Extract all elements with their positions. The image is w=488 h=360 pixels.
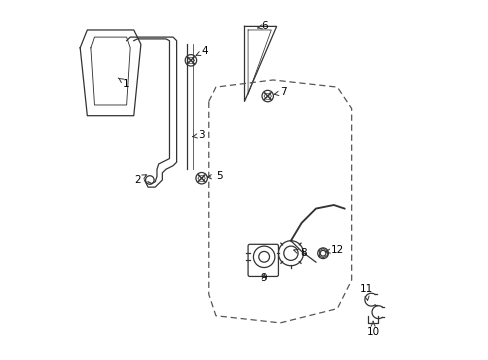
Text: 1: 1: [118, 78, 130, 89]
Text: 12: 12: [325, 245, 343, 255]
Text: 2: 2: [134, 175, 146, 185]
Text: 5: 5: [207, 171, 223, 181]
Text: 7: 7: [274, 87, 286, 98]
Text: 4: 4: [196, 46, 208, 57]
Text: 11: 11: [359, 284, 372, 300]
Text: 10: 10: [366, 321, 379, 337]
Text: 8: 8: [293, 248, 306, 258]
Text: 6: 6: [257, 21, 267, 31]
Text: 9: 9: [260, 273, 267, 283]
FancyBboxPatch shape: [247, 244, 278, 276]
Text: 3: 3: [192, 130, 204, 140]
